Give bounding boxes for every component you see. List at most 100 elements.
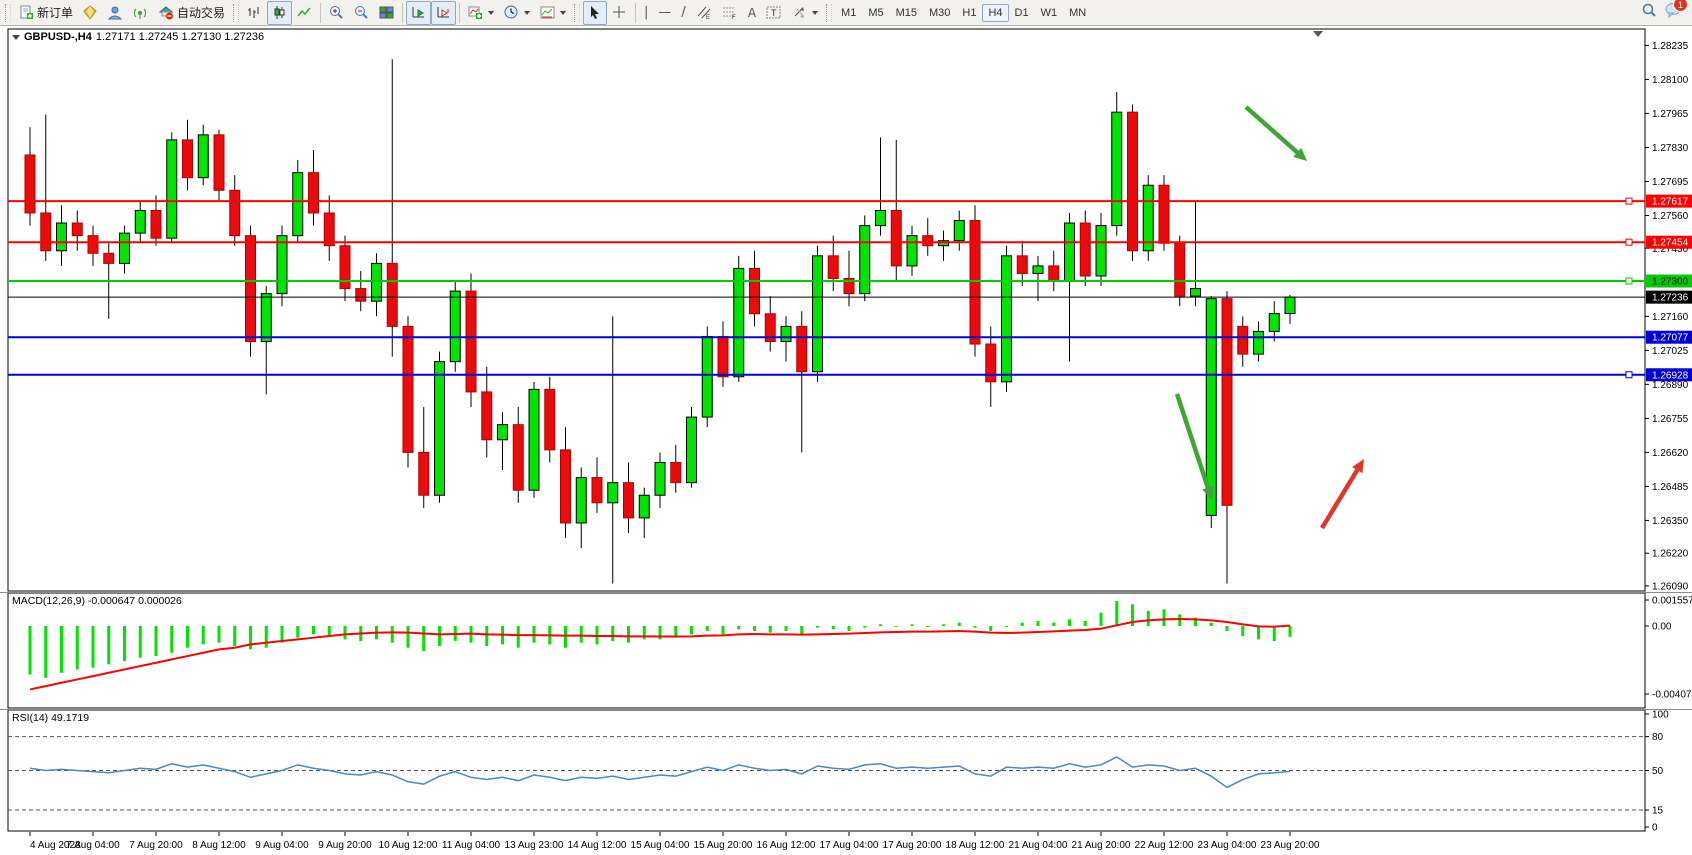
autotrading-button[interactable]: 自动交易	[153, 1, 230, 25]
trend-arrow[interactable]	[1320, 468, 1360, 530]
macd-histogram-bar	[1257, 626, 1260, 640]
candle-up	[119, 232, 130, 264]
chart-shift-marker[interactable]	[1313, 31, 1323, 37]
date-tick-label: 13 Aug 23:00	[505, 840, 564, 851]
svg-text:T: T	[771, 8, 777, 18]
fibonacci-tool-button[interactable]: F	[717, 1, 743, 25]
price-tick-label: 1.27695	[1652, 177, 1689, 188]
macd-histogram-bar	[1020, 622, 1024, 626]
candle-down	[245, 235, 256, 343]
macd-histogram-bar	[611, 626, 615, 642]
panel-splitter[interactable]	[0, 592, 1692, 593]
svg-text:F: F	[732, 15, 736, 20]
trend-arrow[interactable]	[1244, 105, 1299, 155]
crosshair-tool-button[interactable]	[607, 1, 632, 25]
bar-chart-icon	[247, 5, 262, 20]
macd-histogram-bar	[107, 626, 111, 665]
candlestick-chart-icon	[272, 5, 287, 20]
collapse-chart-icon[interactable]	[12, 34, 20, 40]
macd-histogram-bar	[721, 626, 725, 635]
panel-border	[7, 592, 1646, 709]
candle-down	[103, 252, 115, 264]
text-label-tool-button[interactable]: T	[761, 1, 787, 25]
cursor-tool-button[interactable]	[583, 0, 608, 25]
macd-histogram-bar	[138, 626, 142, 658]
candle-down	[890, 209, 902, 267]
tile-windows-button[interactable]	[374, 1, 399, 25]
timeframe-m15-button[interactable]: M15	[895, 6, 917, 19]
indicators-button[interactable]	[463, 1, 499, 25]
toolbar-grip[interactable]	[826, 3, 833, 22]
toolbar-grip[interactable]	[233, 3, 240, 22]
candlestick-chart-button[interactable]	[267, 0, 293, 25]
chart-area[interactable]: 1.28235 1.28100 1.27965 1.27830 1.27695 1.275…	[0, 26, 1692, 855]
auto-scroll-button[interactable]	[406, 0, 432, 25]
panel-border	[7, 28, 1646, 592]
autotrading-icon	[158, 5, 174, 20]
trend-arrow-head[interactable]	[1352, 459, 1364, 474]
price-label-text: 1.27300	[1652, 277, 1689, 288]
macd-histogram-bar	[233, 626, 237, 647]
timeframe-h1-button[interactable]: H1	[962, 6, 977, 19]
chart-shift-button[interactable]	[431, 0, 457, 25]
trend-arrow[interactable]	[1174, 393, 1211, 489]
text-tool-button[interactable]: A	[743, 1, 761, 25]
timeframe-m1-button[interactable]: M1	[841, 6, 857, 19]
hline-handle[interactable]	[1625, 277, 1633, 285]
candle-down	[1048, 265, 1060, 282]
horizontal-line-tool-button[interactable]: —	[653, 1, 676, 25]
candle-up	[1064, 222, 1075, 282]
timeframe-m5-button[interactable]: M5	[868, 6, 884, 19]
search-icon[interactable]	[1641, 2, 1657, 23]
zoom-in-button[interactable]	[324, 1, 349, 25]
fibonacci-icon: F	[722, 5, 738, 20]
zoom-in-icon	[329, 5, 344, 20]
line-chart-button[interactable]	[292, 1, 317, 25]
trendline-tool-button[interactable]: /	[676, 1, 690, 25]
market-watch-button[interactable]	[78, 1, 103, 25]
signal-button[interactable]	[128, 1, 153, 25]
profile-button[interactable]	[103, 1, 128, 25]
candle-down	[40, 212, 52, 252]
macd-histogram-bar	[438, 626, 441, 647]
timeframe-w1-button[interactable]: W1	[1040, 6, 1058, 19]
price-label-box	[1646, 235, 1692, 249]
timeframe-m30-button[interactable]: M30	[929, 6, 951, 19]
channel-tool-button[interactable]: E	[691, 1, 717, 25]
panel-splitter[interactable]	[0, 709, 1692, 710]
candle-down	[985, 343, 997, 383]
periods-button[interactable]	[499, 1, 535, 25]
arrows-tool-button[interactable]	[787, 1, 823, 25]
toolbar-separator	[635, 2, 637, 23]
macd-histogram-bar	[406, 626, 410, 648]
notifications-button[interactable]: 1	[1665, 0, 1688, 23]
bar-chart-button[interactable]	[242, 1, 267, 25]
timeframe-h4-button[interactable]: H4	[982, 3, 1009, 22]
hline-handle[interactable]	[1625, 371, 1633, 379]
toolbar-grip[interactable]	[574, 3, 581, 22]
trend-arrow-head[interactable]	[1202, 485, 1214, 500]
candle-down	[717, 335, 729, 378]
vertical-line-tool-button[interactable]: |	[639, 1, 653, 25]
zoom-out-button[interactable]	[349, 1, 374, 25]
new-order-button[interactable]: 新订单	[14, 1, 78, 25]
candle-up	[371, 262, 382, 302]
macd-histogram-bar	[343, 626, 347, 640]
hline-handle[interactable]	[1625, 197, 1633, 205]
hline-handle[interactable]	[1625, 238, 1633, 246]
price-label-text: 1.27236	[1652, 293, 1689, 304]
timeframe-mn-button[interactable]: MN	[1069, 6, 1087, 19]
templates-button[interactable]	[535, 1, 571, 25]
template-icon	[540, 5, 555, 20]
macd-histogram-bar	[879, 624, 882, 626]
new-order-icon	[19, 5, 34, 20]
timeframe-d1-button[interactable]: D1	[1014, 6, 1029, 19]
price-label-box	[1646, 290, 1692, 304]
candle-up	[607, 482, 619, 504]
cursor-icon	[588, 5, 602, 20]
macd-histogram-bar	[1241, 626, 1245, 637]
toolbar-grip[interactable]	[5, 3, 11, 22]
trend-arrow-head[interactable]	[1293, 147, 1307, 161]
price-label-box	[1646, 274, 1692, 288]
